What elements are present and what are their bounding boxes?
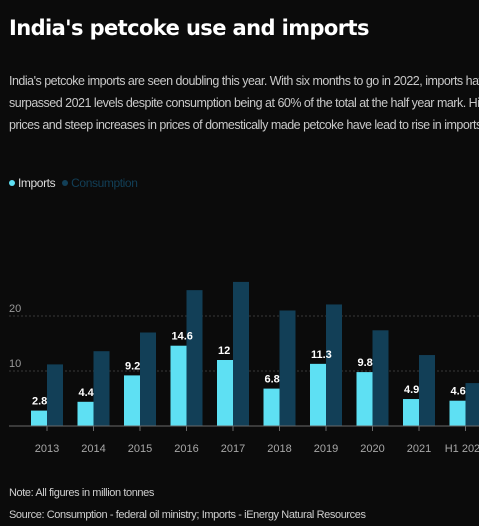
imports-data-label: 12 xyxy=(218,345,230,357)
legend-consumption-swatch xyxy=(62,180,69,186)
chart-note: Note: All figures in million tonnes xyxy=(9,487,154,499)
consumption-bar xyxy=(279,310,296,426)
x-tick-label: 2014 xyxy=(81,443,105,455)
consumption-bar xyxy=(465,383,479,426)
legend-consumption-label: Consumption xyxy=(71,176,138,190)
imports-data-label: 2.8 xyxy=(32,396,47,408)
imports-bar xyxy=(403,399,419,426)
chart-subtitle: India's petcoke imports are seen doublin… xyxy=(9,70,479,136)
imports-bar xyxy=(31,410,47,426)
y-tick-label: 10 xyxy=(9,358,21,370)
consumption-bar xyxy=(372,330,389,426)
subtitle-line: India's petcoke imports are seen doublin… xyxy=(9,74,479,88)
imports-data-label: 6.8 xyxy=(265,374,280,386)
x-tick-label: 2020 xyxy=(360,443,384,455)
consumption-bar xyxy=(326,304,342,426)
consumption-bar xyxy=(419,355,435,426)
imports-bar xyxy=(263,388,280,426)
legend-imports-swatch xyxy=(9,180,15,186)
consumption-bar xyxy=(233,281,249,426)
imports-bar xyxy=(77,401,94,426)
imports-data-label: 9.8 xyxy=(358,357,373,369)
imports-data-label: 14.6 xyxy=(172,331,193,343)
imports-data-label: 4.4 xyxy=(79,387,95,399)
subtitle-line: prices and steep increases in prices of … xyxy=(9,118,479,132)
imports-bar xyxy=(356,372,373,426)
imports-data-label: 4.6 xyxy=(451,386,466,398)
x-tick-label: 2015 xyxy=(128,443,152,455)
bar-chart: 10 20 2.8 2013 4.4 2014 9.2 2015 14.6 2016 12 2017 6… xyxy=(9,281,479,455)
x-tick-label: 2021 xyxy=(407,443,431,455)
consumption-bar xyxy=(47,364,63,426)
x-tick-label: 2013 xyxy=(35,443,59,455)
x-tick-label: H1 2022 xyxy=(445,443,479,455)
imports-bar xyxy=(170,345,187,426)
consumption-bar xyxy=(140,332,156,426)
imports-bar xyxy=(217,360,233,426)
x-tick-label: 2019 xyxy=(314,443,338,455)
chart-title: India's petcoke use and imports xyxy=(9,16,369,40)
chart-source: Source: Consumption - federal oil minist… xyxy=(9,509,366,521)
imports-bar xyxy=(310,363,326,426)
legend-imports-label: Imports xyxy=(18,176,56,190)
imports-data-label: 11.3 xyxy=(311,349,332,361)
imports-bar xyxy=(449,400,466,426)
imports-data-label: 4.9 xyxy=(404,384,419,396)
legend: Imports Consumption xyxy=(9,176,141,190)
y-tick-label: 20 xyxy=(9,303,21,315)
consumption-bar xyxy=(93,351,110,426)
x-tick-label: 2016 xyxy=(174,443,198,455)
imports-bar xyxy=(124,375,140,426)
imports-data-label: 9.2 xyxy=(125,360,140,372)
x-tick-label: 2017 xyxy=(221,443,245,455)
subtitle-line: surpassed 2021 levels despite consumptio… xyxy=(9,96,479,110)
x-tick-label: 2018 xyxy=(267,443,291,455)
consumption-bar xyxy=(186,290,203,426)
